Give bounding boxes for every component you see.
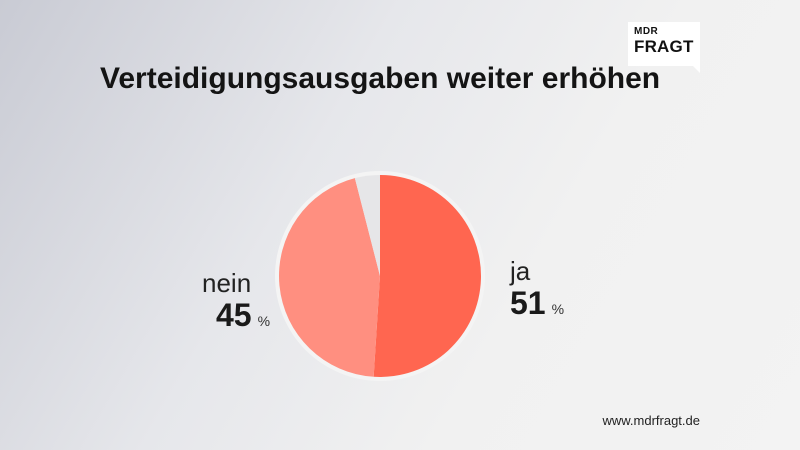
pie-slice-other bbox=[354, 175, 380, 276]
pie-slices bbox=[279, 175, 482, 378]
logo-top-text: MDR bbox=[634, 26, 659, 37]
chart-title: Verteidigungsausgaben weiter erhöhen bbox=[100, 62, 661, 95]
pie-chart bbox=[275, 171, 485, 381]
ja-label-group: ja 51% bbox=[510, 256, 564, 322]
nein-value: 45 bbox=[216, 297, 252, 333]
pie-slice-ja bbox=[373, 175, 482, 378]
logo-bottom-text: FRAGT bbox=[634, 37, 694, 56]
nein-label: nein bbox=[202, 268, 252, 298]
ja-value: 51 bbox=[510, 285, 546, 321]
ja-unit: % bbox=[551, 301, 565, 317]
mdr-fragt-logo: MDR FRAGT bbox=[628, 22, 700, 73]
nein-unit: % bbox=[257, 313, 271, 329]
logo-notch bbox=[693, 66, 700, 73]
footer-url: www.mdrfragt.de bbox=[602, 413, 700, 428]
nein-label-group: nein 45% bbox=[202, 268, 270, 334]
ja-label: ja bbox=[510, 256, 531, 286]
pie-slice-nein bbox=[279, 178, 380, 377]
